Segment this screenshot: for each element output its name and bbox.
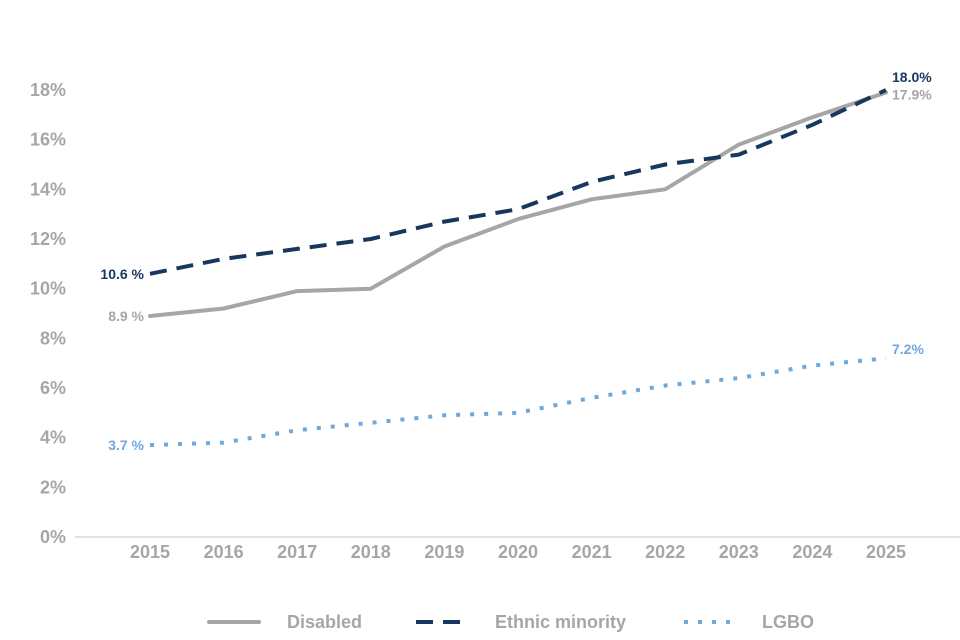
legend-label-disabled: Disabled: [287, 612, 362, 632]
y-tick-label: 12%: [30, 229, 66, 249]
x-tick-label: 2023: [719, 542, 759, 562]
x-tick-label: 2022: [645, 542, 685, 562]
legend: Disabled Ethnic minority LGBO: [207, 612, 814, 632]
data-label-start-ethnic: 10.6 %: [100, 266, 144, 282]
y-tick-label: 4%: [40, 428, 66, 448]
legend-label-lgbo: LGBO: [762, 612, 814, 632]
x-tick-label: 2020: [498, 542, 538, 562]
data-label-end-disabled: 17.9%: [892, 86, 932, 102]
data-label-end-lgbo: 7.2%: [892, 341, 924, 357]
data-label-end-ethnic: 18.0%: [892, 69, 932, 85]
y-tick-label: 0%: [40, 527, 66, 547]
x-tick-label: 2024: [792, 542, 832, 562]
data-label-start-lgbo: 3.7 %: [108, 437, 144, 453]
x-tick-label: 2025: [866, 542, 906, 562]
data-labels: 8.9 % 17.9% 10.6 % 18.0% 3.7 % 7.2%: [100, 69, 932, 453]
x-tick-label: 2021: [572, 542, 612, 562]
y-tick-label: 16%: [30, 130, 66, 150]
x-tick-label: 2016: [204, 542, 244, 562]
series-line-ethnic: [149, 88, 887, 276]
legend-label-ethnic: Ethnic minority: [495, 612, 626, 632]
y-tick-label: 2%: [40, 477, 66, 497]
x-tick-label: 2019: [424, 542, 464, 562]
y-axis-tick-labels: 0% 2% 4% 6% 8% 10% 12% 14% 16% 18%: [30, 80, 66, 547]
x-tick-label: 2017: [277, 542, 317, 562]
x-tick-label: 2015: [130, 542, 170, 562]
y-tick-label: 10%: [30, 279, 66, 299]
series-line-lgbo: [149, 356, 887, 448]
y-tick-label: 18%: [30, 80, 66, 100]
y-tick-label: 6%: [40, 378, 66, 398]
series-line-disabled: [148, 90, 888, 318]
y-tick-label: 8%: [40, 328, 66, 348]
data-label-start-disabled: 8.9 %: [108, 308, 144, 324]
series-lines: [148, 88, 888, 448]
x-tick-label: 2018: [351, 542, 391, 562]
x-axis-tick-labels: 2015 2016 2017 2018 2019 2020 2021 2022 2023 2024…: [130, 542, 906, 562]
y-tick-label: 14%: [30, 179, 66, 199]
